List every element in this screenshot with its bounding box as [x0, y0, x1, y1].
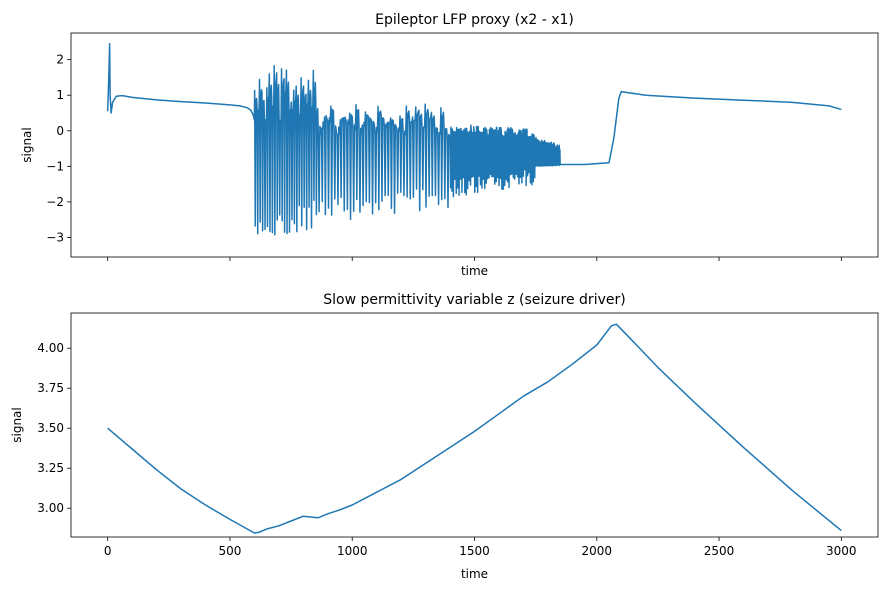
- z-xtick-label: 2000: [581, 544, 612, 558]
- lfp-xlabel: time: [461, 264, 488, 278]
- z-xtick-label: 1500: [459, 544, 490, 558]
- lfp-ytick-label: 1: [56, 88, 64, 102]
- z-ytick-label: 4.00: [37, 341, 64, 355]
- z-series-line: [107, 323, 842, 534]
- lfp-panel: Epileptor LFP proxy (x2 - x1) time signa…: [20, 12, 879, 278]
- z-xtick-label: 500: [219, 544, 242, 558]
- z-title: Slow permittivity variable z (seizure dr…: [323, 292, 625, 308]
- z-xlabel: time: [461, 567, 488, 581]
- lfp-ytick-label: 2: [56, 53, 64, 67]
- z-ytick-label: 3.00: [37, 501, 64, 515]
- z-xtick-label: 1000: [337, 544, 368, 558]
- z-plot-frame: [70, 312, 879, 538]
- z-panel: Slow permittivity variable z (seizure dr…: [10, 292, 879, 581]
- z-ytick-label: 3.25: [37, 461, 64, 475]
- z-xtick-label: 0: [104, 544, 112, 558]
- lfp-title: Epileptor LFP proxy (x2 - x1): [375, 12, 574, 28]
- z-ylabel: signal: [10, 407, 24, 443]
- lfp-ytick-label: −2: [46, 195, 64, 209]
- lfp-ytick-label: 0: [56, 124, 64, 138]
- z-ytick-label: 3.75: [37, 381, 64, 395]
- z-xtick-label: 3000: [826, 544, 857, 558]
- lfp-ylabel: signal: [20, 127, 34, 163]
- z-xtick-label: 2500: [704, 544, 735, 558]
- lfp-ytick-label: −1: [46, 159, 64, 173]
- lfp-series-line: [106, 42, 842, 236]
- z-ytick-label: 3.50: [37, 421, 64, 435]
- lfp-ytick-label: −3: [46, 230, 64, 244]
